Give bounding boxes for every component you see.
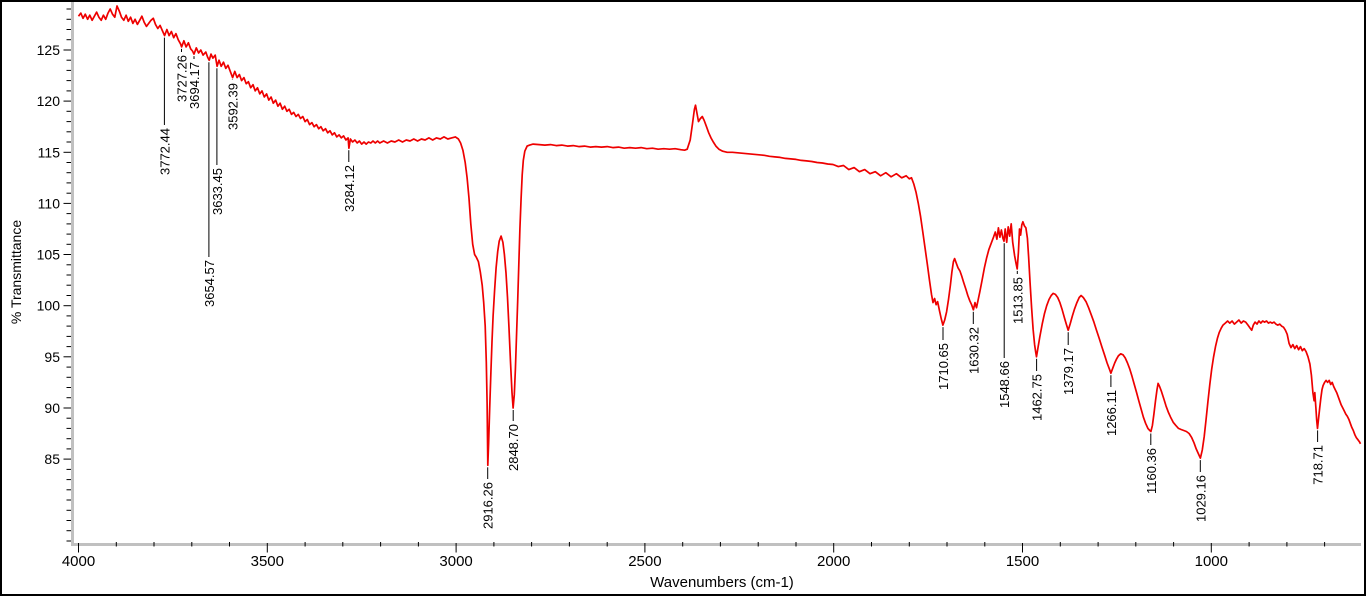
x-axis-title: Wavenumbers (cm-1) (650, 574, 794, 591)
y-tick-label: 100 (37, 298, 61, 314)
peak-label: 1513.85 (1010, 277, 1025, 324)
peak-label: 3284.12 (342, 165, 357, 212)
peak-label: 2848.70 (506, 424, 521, 471)
x-tick-label: 3000 (439, 553, 472, 570)
y-tick-label: 125 (37, 42, 61, 58)
peak-label: 1266.11 (1104, 390, 1119, 436)
peak-label: 1160.36 (1144, 448, 1159, 494)
peak-label: 3654.57 (202, 260, 217, 307)
peak-label: 1548.66 (997, 361, 1012, 408)
peak-label: 1630.32 (966, 327, 981, 374)
x-tick-label: 2500 (628, 553, 661, 570)
peak-label: 1379.17 (1061, 348, 1076, 395)
peak-label: 718.71 (1311, 445, 1326, 485)
y-tick-label: 115 (38, 144, 61, 160)
y-tick-label: 110 (38, 195, 61, 211)
x-tick-label: 2000 (817, 553, 850, 570)
peak-label: 3727.26 (175, 55, 190, 102)
x-tick-label: 1000 (1195, 553, 1228, 570)
y-axis-title: % Transmittance (8, 219, 24, 325)
y-tick-label: 85 (44, 451, 60, 467)
y-tick-label: 95 (44, 349, 60, 365)
peak-label: 1710.65 (936, 343, 951, 390)
y-tick-label: 105 (37, 247, 61, 263)
peak-label: 1029.16 (1193, 475, 1208, 522)
peak-label: 3592.39 (225, 83, 240, 130)
peak-label: 3633.45 (210, 168, 225, 215)
spectrum-trace (77, 5, 1362, 467)
y-tick-label: 90 (44, 400, 60, 416)
peak-label: 1462.75 (1030, 374, 1045, 421)
peak-label: 3772.44 (157, 128, 172, 175)
peak-label: 2916.26 (481, 482, 496, 529)
x-tick-label: 4000 (62, 553, 95, 570)
x-tick-label: 3500 (251, 553, 284, 570)
x-tick-label: 1500 (1006, 553, 1039, 570)
y-tick-label: 120 (37, 93, 61, 109)
peak-label: 3694.17 (187, 62, 202, 109)
